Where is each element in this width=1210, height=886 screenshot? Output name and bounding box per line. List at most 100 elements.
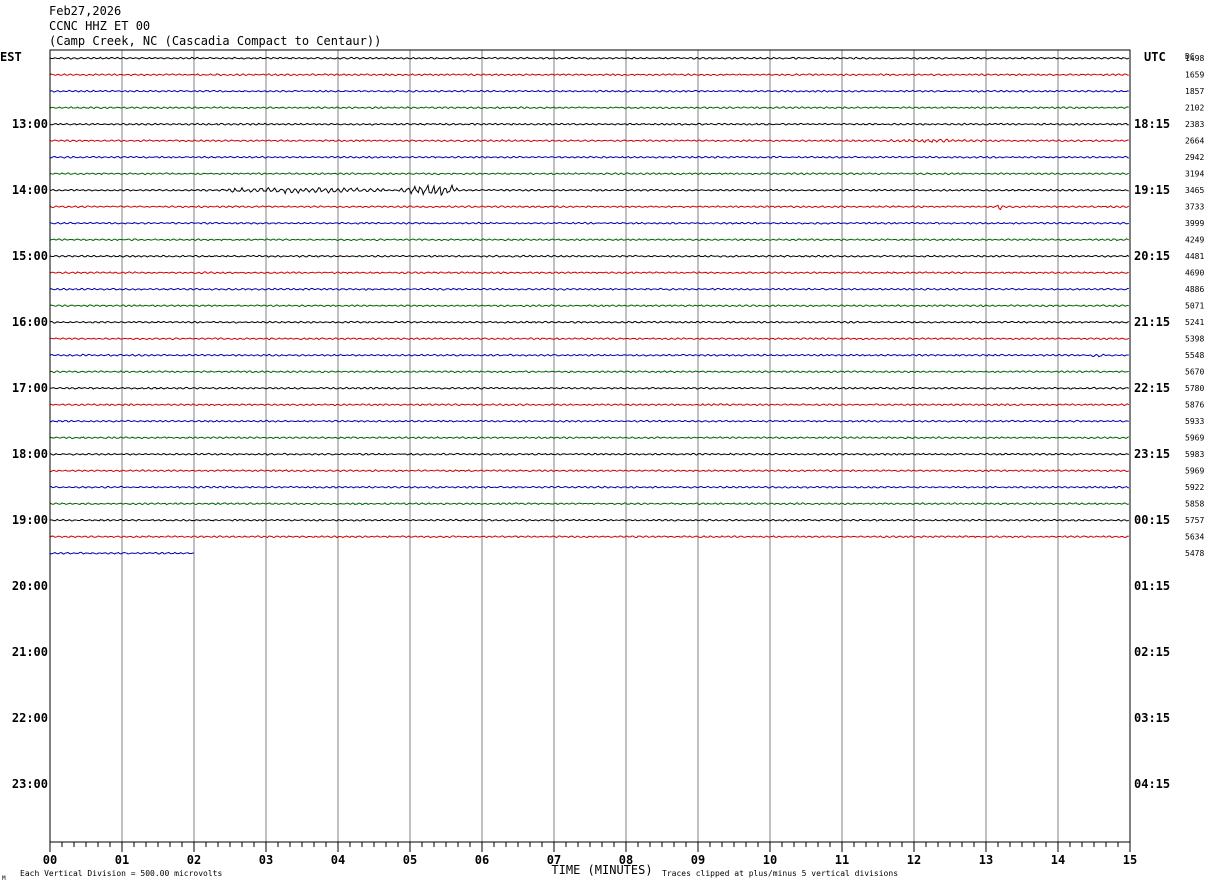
x-tick-label: 01 bbox=[115, 853, 129, 867]
x-tick-label: 02 bbox=[187, 853, 201, 867]
dc-offset-label: 4886 bbox=[1185, 285, 1204, 294]
dc-offset-label: 2383 bbox=[1185, 120, 1204, 129]
est-hour-label: 22:00 bbox=[12, 711, 48, 725]
dc-title: DC bbox=[1185, 52, 1195, 61]
trace-line bbox=[49, 238, 1130, 242]
utc-hour-label: 18:15 bbox=[1134, 117, 1170, 131]
trace-line bbox=[49, 353, 1129, 358]
est-hour-label: 17:00 bbox=[12, 381, 48, 395]
trace-line bbox=[49, 436, 1129, 440]
trace-line bbox=[49, 271, 1129, 275]
header-date: Feb27,2026 bbox=[49, 4, 122, 18]
est-hour-label: 13:00 bbox=[12, 117, 48, 131]
utc-hour-label: 03:15 bbox=[1134, 711, 1170, 725]
header-station: CCNC HHZ ET 00 bbox=[49, 19, 151, 33]
x-tick-label: 13 bbox=[979, 853, 993, 867]
trace-line bbox=[49, 155, 1129, 159]
x-tick-label: 00 bbox=[43, 853, 57, 867]
dc-offset-label: 3733 bbox=[1185, 203, 1204, 212]
est-hour-label: 16:00 bbox=[12, 315, 48, 329]
dc-offset-label: 5983 bbox=[1185, 450, 1204, 459]
dc-offset-label: 2942 bbox=[1185, 153, 1204, 162]
chart-labels: 00 01 02 03 04 05 06 07 08 09 10 11 12 13 14 15 EST UTC DC… bbox=[0, 50, 1204, 882]
dc-offset-label: 4481 bbox=[1185, 252, 1204, 261]
left-axis-title: EST bbox=[0, 50, 22, 64]
dc-offset-label: 3999 bbox=[1185, 219, 1204, 228]
dc-offset-label: 5922 bbox=[1185, 483, 1204, 492]
est-hour-label: 15:00 bbox=[12, 249, 48, 263]
utc-hour-label: 20:15 bbox=[1134, 249, 1170, 263]
scale-note: Each Vertical Division = 500.00 microvol… bbox=[20, 869, 222, 878]
chart-traces bbox=[49, 56, 1130, 555]
dc-offset-label: 5933 bbox=[1185, 417, 1204, 426]
plot-frame bbox=[49, 49, 1131, 843]
dc-offset-label: 1498 bbox=[1185, 54, 1204, 63]
est-hour-label: 18:00 bbox=[12, 447, 48, 461]
dc-offset-label: 4690 bbox=[1185, 269, 1204, 278]
trace-line bbox=[49, 518, 1129, 522]
trace-line bbox=[49, 304, 1129, 308]
est-hour-label: 19:00 bbox=[12, 513, 48, 527]
utc-hour-label: 04:15 bbox=[1134, 777, 1170, 791]
utc-hour-label: 02:15 bbox=[1134, 645, 1170, 659]
trace-line bbox=[49, 122, 1129, 126]
trace-line bbox=[49, 254, 1130, 258]
dc-offset-label: 5858 bbox=[1185, 500, 1204, 509]
x-tick-label: 15 bbox=[1123, 853, 1137, 867]
x-tick-label: 10 bbox=[763, 853, 777, 867]
x-tick-label: 05 bbox=[403, 853, 417, 867]
utc-hour-label: 23:15 bbox=[1134, 447, 1170, 461]
header-location: (Camp Creek, NC (Cascadia Compact to Cen… bbox=[49, 34, 382, 48]
est-hour-label: 20:00 bbox=[12, 579, 48, 593]
trace-line bbox=[49, 56, 1130, 60]
trace-line bbox=[49, 89, 1129, 93]
trace-line bbox=[49, 551, 195, 555]
utc-hour-label: 19:15 bbox=[1134, 183, 1170, 197]
right-axis-title: UTC bbox=[1144, 50, 1166, 64]
est-hour-label: 23:00 bbox=[12, 777, 48, 791]
trace-line bbox=[49, 287, 1129, 291]
dc-offset-label: 5780 bbox=[1185, 384, 1204, 393]
trace-line bbox=[49, 419, 1129, 423]
trace-line bbox=[49, 469, 1130, 473]
x-tick-label: 14 bbox=[1051, 853, 1065, 867]
corner-mark: M bbox=[2, 875, 6, 882]
trace-line bbox=[49, 106, 1129, 110]
trace-line bbox=[49, 183, 1129, 197]
trace-line bbox=[49, 172, 1130, 176]
est-hour-label: 21:00 bbox=[12, 645, 48, 659]
dc-offset-label: 4249 bbox=[1185, 236, 1204, 245]
clip-note: Traces clipped at plus/minus 5 vertical … bbox=[662, 869, 898, 878]
trace-line bbox=[49, 452, 1129, 456]
utc-hour-label: 21:15 bbox=[1134, 315, 1170, 329]
dc-offset-label: 1857 bbox=[1185, 87, 1204, 96]
dc-offset-label: 5478 bbox=[1185, 549, 1204, 558]
x-tick-label: 04 bbox=[331, 853, 345, 867]
dc-offset-label: 2102 bbox=[1185, 104, 1204, 113]
dc-offset-label: 5548 bbox=[1185, 351, 1204, 360]
x-tick-label: 08 bbox=[619, 853, 633, 867]
trace-line bbox=[49, 73, 1129, 77]
trace-line bbox=[49, 320, 1129, 324]
dc-offset-label: 5398 bbox=[1185, 335, 1204, 344]
trace-line bbox=[49, 337, 1130, 341]
x-tick-label: 12 bbox=[907, 853, 921, 867]
dc-offset-label: 5071 bbox=[1185, 302, 1204, 311]
est-hour-label: 14:00 bbox=[12, 183, 48, 197]
dc-offset-label: 1659 bbox=[1185, 71, 1204, 80]
x-tick-label: 06 bbox=[475, 853, 489, 867]
dc-offset-label: 3194 bbox=[1185, 170, 1204, 179]
trace-line bbox=[49, 502, 1129, 506]
utc-hour-label: 00:15 bbox=[1134, 513, 1170, 527]
dc-offset-label: 5241 bbox=[1185, 318, 1204, 327]
x-axis-label: TIME (MINUTES) bbox=[551, 863, 652, 877]
dc-offset-label: 5670 bbox=[1185, 368, 1204, 377]
utc-hour-label: 01:15 bbox=[1134, 579, 1170, 593]
x-tick-label: 07 bbox=[547, 853, 561, 867]
dc-offset-label: 5757 bbox=[1185, 516, 1204, 525]
dc-offset-label: 5969 bbox=[1185, 434, 1204, 443]
chart-grid bbox=[49, 50, 1131, 852]
trace-line bbox=[49, 370, 1129, 374]
trace-line bbox=[49, 535, 1129, 539]
